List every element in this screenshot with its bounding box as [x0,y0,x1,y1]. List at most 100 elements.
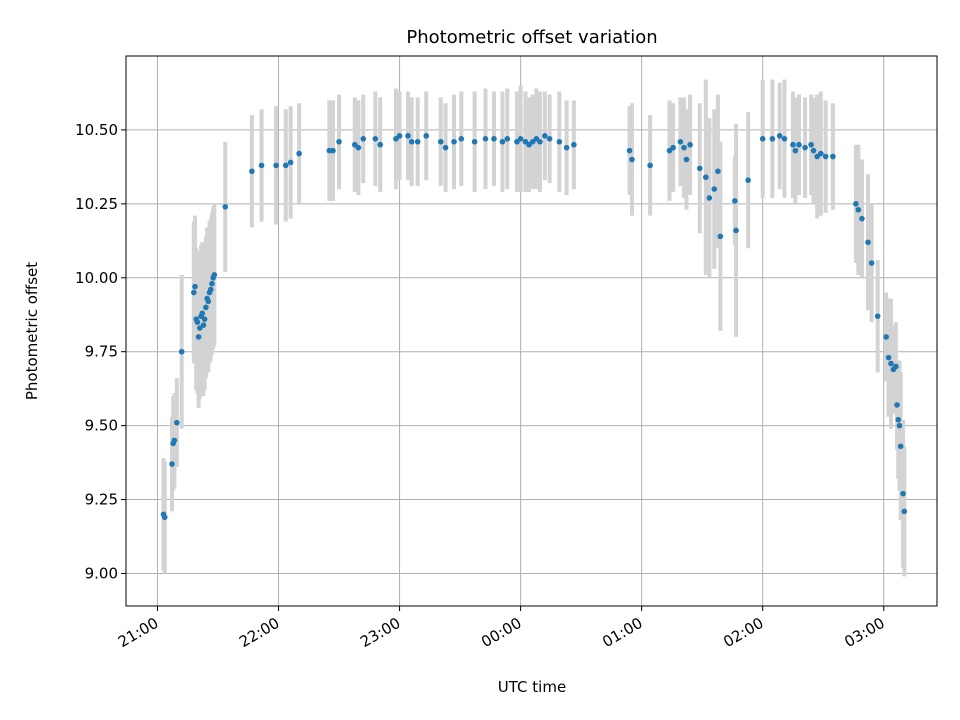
data-point [195,334,202,340]
data-point [161,514,168,521]
y-tick-label: 9.75 [85,343,118,361]
data-point [336,138,342,145]
data-point [360,135,367,142]
data-point [802,144,808,151]
data-point [542,133,548,139]
data-point [258,162,265,169]
data-point [355,144,362,151]
data-point [249,168,255,175]
data-point [192,283,198,290]
data-point [769,135,776,142]
data-point [776,133,783,139]
y-tick-label: 9.50 [85,417,118,435]
data-point [717,233,724,240]
chart-title: Photometric offset variation [406,27,657,48]
data-point [377,141,383,148]
data-point [883,334,889,340]
data-point [855,206,862,213]
data-point [715,168,721,175]
data-point [203,304,209,311]
data-point [901,508,908,515]
data-point [405,133,411,139]
data-point [287,159,294,166]
data-point [810,147,817,154]
data-point [900,490,906,497]
data-point [733,227,739,234]
data-point [681,144,687,151]
data-point [556,138,563,145]
data-point [874,313,881,320]
plot-frame [125,55,938,607]
data-point [781,135,788,142]
data-point [571,141,577,148]
data-point [670,144,676,151]
data-point [499,138,506,145]
x-axis-label: UTC time [498,678,566,696]
data-point [504,135,511,142]
data-point [796,141,802,148]
data-point [372,135,379,142]
data-point [885,354,892,361]
data-point [199,310,206,317]
data-point [745,177,751,183]
data-point [482,135,489,142]
data-point [897,443,904,450]
data-point [442,144,449,151]
data-point [894,402,900,408]
data-point [178,348,185,355]
data-point [893,363,899,370]
data-point [677,138,684,145]
data-point [868,260,875,266]
y-tick-label: 10.50 [75,121,118,139]
data-point [703,174,709,181]
data-point [207,286,214,293]
data-point [471,138,478,145]
data-point [790,141,796,148]
data-point [282,162,289,169]
data-point [830,153,836,160]
data-point [190,289,197,296]
data-point [895,416,902,423]
data-point [423,133,429,139]
data-point [296,150,302,157]
data-point [209,280,215,287]
y-axis-label: Photometric offset [23,262,41,400]
data-point [169,461,175,467]
data-point [696,165,703,172]
data-point [414,138,421,145]
data-point [896,422,903,429]
data-point [546,135,553,142]
data-point [792,147,799,154]
data-point [808,141,814,148]
data-point [200,322,207,328]
data-point [683,156,690,163]
data-point [647,162,653,169]
y-tick-label: 9.00 [85,564,118,582]
data-point [865,239,871,246]
data-point [563,144,570,151]
data-point [201,316,208,322]
y-tick-label: 9.25 [85,491,118,509]
data-point [537,138,543,145]
data-point [194,319,201,325]
data-point [437,138,444,145]
data-point [626,147,633,154]
data-point [759,135,766,142]
data-point [732,198,738,204]
data-point [174,419,180,426]
y-tick-label: 10.00 [75,269,118,287]
data-point [451,138,457,145]
data-point [171,437,178,444]
data-point [687,141,693,148]
data-point [408,138,415,145]
data-point [711,186,718,192]
data-point [458,135,465,142]
data-point [817,150,824,157]
data-points [160,133,908,521]
data-point [859,215,865,222]
data-point [517,135,524,142]
data-point [888,360,894,367]
y-axis-ticks: 9.00 9.25 9.50 9.75 10.00 10.25 10.50 [75,121,126,582]
data-point [222,204,229,210]
